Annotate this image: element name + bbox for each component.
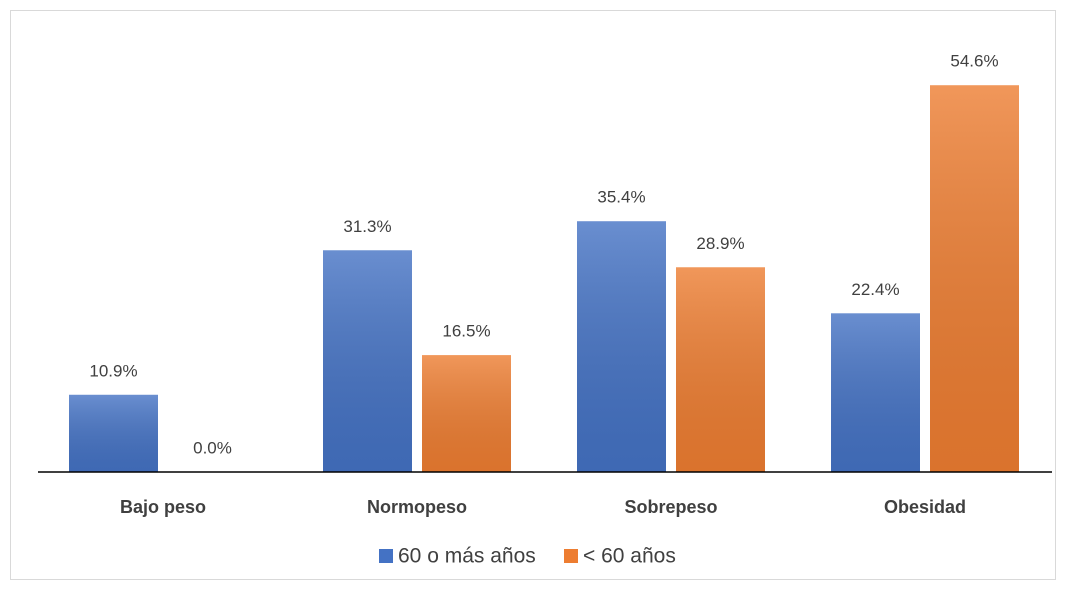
value-label: 31.3%: [343, 217, 391, 236]
value-label: 16.5%: [442, 322, 490, 341]
value-label: 22.4%: [851, 280, 899, 299]
x-tick-label: Normopeso: [367, 497, 467, 517]
bar: [422, 355, 511, 472]
x-tick-label: Bajo peso: [120, 497, 206, 517]
value-label: 28.9%: [696, 234, 744, 253]
value-label: 0.0%: [193, 438, 232, 457]
bar: [676, 267, 765, 472]
legend-swatch: [564, 549, 578, 563]
value-label: 35.4%: [597, 188, 645, 207]
value-label: 10.9%: [89, 361, 137, 380]
legend-label: < 60 años: [583, 545, 676, 568]
bar: [577, 221, 666, 472]
legend-label: 60 o más años: [398, 545, 536, 568]
x-tick-label: Sobrepeso: [624, 497, 717, 517]
x-tick-label: Obesidad: [884, 497, 966, 517]
bar: [831, 313, 920, 472]
bar: [323, 250, 412, 472]
bar: [930, 85, 1019, 472]
value-label: 54.6%: [950, 52, 998, 71]
bar: [69, 394, 158, 472]
legend-swatch: [379, 549, 393, 563]
chart-frame: [10, 10, 1056, 580]
